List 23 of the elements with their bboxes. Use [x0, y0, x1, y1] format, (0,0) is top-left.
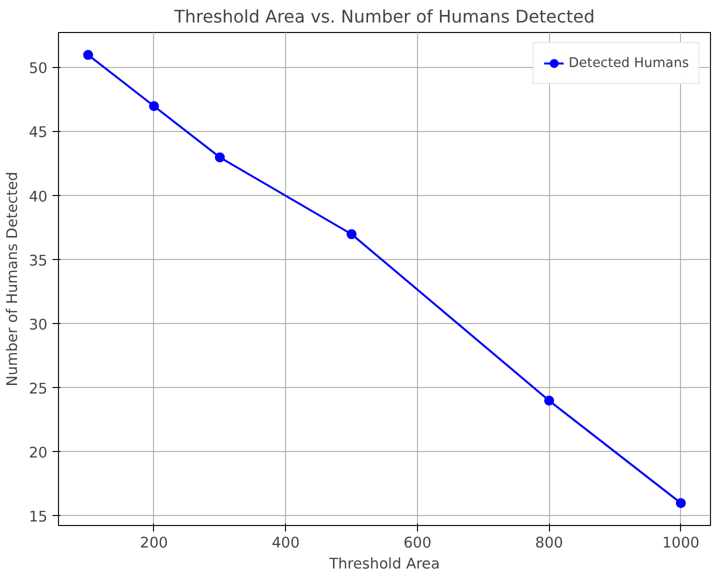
y-tick-label: 50: [28, 60, 48, 78]
x-tick-label: 600: [403, 534, 432, 552]
point: [676, 498, 686, 508]
y-tick-label: 45: [28, 124, 48, 142]
chart-title: Threshold Area vs. Number of Humans Detected: [173, 8, 595, 28]
point: [346, 229, 357, 240]
y-tick-label: 40: [28, 188, 48, 206]
y-tick-label: 35: [28, 252, 48, 270]
y-tick-label: 20: [28, 444, 48, 462]
point: [83, 50, 94, 60]
y-tick-label: 25: [28, 380, 48, 398]
x-axis-title: Threshold Area: [328, 556, 440, 572]
y-tick-label: 30: [28, 316, 48, 334]
x-tick-label: 800: [535, 534, 564, 552]
y-tick-label: 15: [28, 508, 48, 526]
point: [544, 396, 554, 406]
x-tick-label: 1000: [662, 534, 700, 552]
point: [214, 152, 225, 162]
legend-label: Detected Humans: [568, 56, 689, 70]
x-tick-label: 200: [140, 534, 168, 552]
point: [148, 101, 159, 112]
y-axis-title: Number of Humans Detected: [4, 172, 21, 386]
x-tick-label: 400: [272, 534, 300, 552]
